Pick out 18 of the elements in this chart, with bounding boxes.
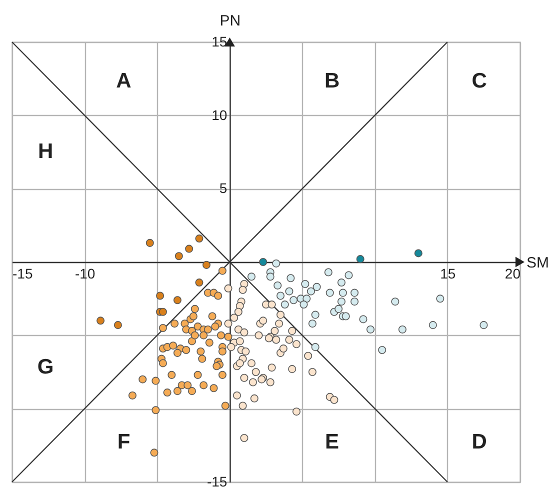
annotation: H — [38, 140, 54, 163]
annotation: C — [472, 70, 487, 93]
annotation: A — [116, 70, 132, 93]
x-tick-label: 15 — [440, 266, 456, 282]
y-axis-title: PN — [220, 12, 241, 30]
annotation: F — [117, 430, 130, 454]
x-tick-label: -10 — [74, 266, 96, 282]
y-tick-label: -15 — [206, 474, 228, 490]
annotation: G — [37, 356, 54, 379]
x-tick-label: -15 — [12, 266, 33, 282]
annotation: B — [324, 70, 340, 93]
y-tick-label: 5 — [219, 180, 228, 196]
x-tick-label: 20 — [504, 266, 521, 282]
annotation: E — [325, 430, 340, 454]
y-tick-label: 10 — [212, 106, 228, 123]
x-axis-title: SM — [526, 254, 549, 272]
annotation: D — [472, 430, 487, 454]
y-tick-label: 15 — [212, 34, 228, 50]
